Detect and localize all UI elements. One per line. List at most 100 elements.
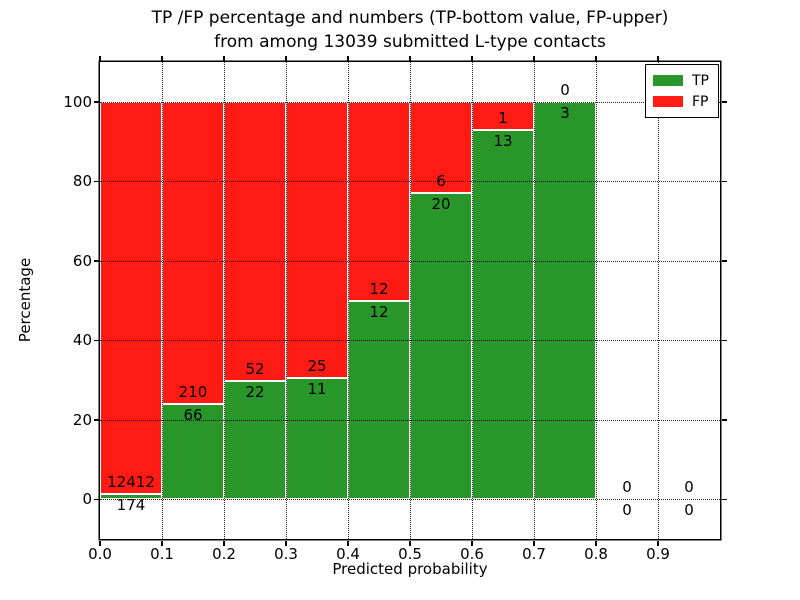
fp-count-label: 0	[622, 478, 632, 497]
x-tick-label: 0.4	[336, 545, 360, 563]
y-tick	[93, 180, 99, 182]
tp-count-label: 20	[431, 195, 451, 214]
gridline	[596, 62, 597, 539]
tp-legend-label: TP	[692, 72, 709, 89]
x-tick	[409, 55, 411, 61]
x-tick-label: 0.8	[584, 545, 608, 563]
x-tick-label: 0.3	[274, 545, 298, 563]
x-tick-label: 0.7	[522, 545, 546, 563]
y-tick-label: 20	[72, 410, 92, 429]
fp-count-label: 6	[436, 172, 446, 191]
tp-legend-swatch	[653, 75, 683, 86]
fp-count-label: 1	[498, 109, 508, 128]
tp-count-label: 66	[183, 406, 203, 425]
tp-bar-segment	[286, 377, 348, 500]
chart-title: TP /FP percentage and numbers (TP-bottom…	[100, 6, 720, 54]
y-tick-label: 60	[72, 251, 92, 270]
y-tick	[721, 101, 727, 103]
fp-count-label: 25	[307, 356, 327, 375]
tp-count-label: 0	[684, 501, 694, 520]
x-tick	[595, 55, 597, 61]
legend-item-tp: TP	[653, 70, 709, 91]
gridline	[658, 62, 659, 539]
fp-count-label: 12	[369, 279, 389, 298]
gridline	[224, 62, 225, 539]
y-tick-label: 80	[72, 172, 92, 191]
x-tick	[347, 55, 349, 61]
y-tick	[93, 101, 99, 103]
gridline	[162, 62, 163, 539]
x-tick	[347, 540, 349, 546]
chart-title-line1: TP /FP percentage and numbers (TP-bottom…	[151, 8, 669, 28]
tp-count-label: 13	[493, 132, 513, 151]
y-tick-label: 40	[72, 331, 92, 350]
x-tick-label: 0.1	[150, 545, 174, 563]
y-tick	[721, 339, 727, 341]
y-tick	[93, 260, 99, 262]
x-tick-label: 0.6	[460, 545, 484, 563]
x-tick-label: 0.0	[88, 545, 112, 563]
fp-count-label: 52	[245, 360, 265, 379]
fp-count-label: 0	[560, 80, 570, 99]
tp-count-label: 12	[369, 302, 389, 321]
x-tick	[533, 55, 535, 61]
y-tick-label: 100	[63, 92, 92, 111]
fp-legend-label: FP	[692, 93, 709, 110]
x-tick	[99, 55, 101, 61]
y-tick	[93, 339, 99, 341]
tp-count-label: 3	[560, 103, 570, 122]
x-tick	[161, 540, 163, 546]
tp-bar-segment	[348, 300, 410, 500]
x-tick	[285, 55, 287, 61]
tp-bar-segment	[534, 101, 596, 500]
x-tick	[223, 540, 225, 546]
tp-count-label: 22	[245, 383, 265, 402]
x-tick	[657, 55, 659, 61]
x-tick	[161, 55, 163, 61]
x-tick	[595, 540, 597, 546]
x-axis-label: Predicted probability	[332, 560, 488, 578]
tp-count-label: 11	[307, 379, 327, 398]
fp-bar-segment	[224, 101, 286, 382]
y-tick	[721, 498, 727, 500]
x-tick	[471, 55, 473, 61]
tp-bar-segment	[472, 130, 534, 500]
legend-item-fp: FP	[653, 91, 709, 112]
x-tick	[471, 540, 473, 546]
y-tick	[721, 260, 727, 262]
fp-bar-segment	[162, 101, 224, 405]
fp-count-label: 210	[178, 383, 208, 402]
y-tick	[93, 419, 99, 421]
x-tick	[223, 55, 225, 61]
fp-count-label: 12412	[107, 472, 155, 491]
x-tick	[533, 540, 535, 546]
chart-title-line2: from among 13039 submitted L-type contac…	[214, 32, 606, 52]
x-tick	[657, 540, 659, 546]
x-tick	[409, 540, 411, 546]
tp-bar-segment	[410, 193, 472, 500]
x-tick	[285, 540, 287, 546]
gridline	[410, 62, 411, 539]
y-tick	[721, 180, 727, 182]
gridline	[348, 62, 349, 539]
y-tick	[93, 498, 99, 500]
fp-bar-segment	[348, 101, 410, 301]
x-tick-label: 0.5	[398, 545, 422, 563]
tp-count-label: 0	[622, 501, 632, 520]
fp-bar-segment	[100, 101, 162, 494]
fp-legend-swatch	[653, 96, 683, 107]
x-tick	[99, 540, 101, 546]
x-tick-label: 0.9	[646, 545, 670, 563]
legend: TP FP	[645, 64, 719, 118]
gridline	[472, 62, 473, 539]
y-tick-label: 0	[82, 490, 92, 509]
fp-bar-segment	[286, 101, 348, 378]
tp-bar-segment	[224, 381, 286, 500]
tp-bar-segment	[100, 493, 162, 500]
gridline	[534, 62, 535, 539]
gridline	[286, 62, 287, 539]
x-tick-label: 0.2	[212, 545, 236, 563]
fp-count-label: 0	[684, 478, 694, 497]
